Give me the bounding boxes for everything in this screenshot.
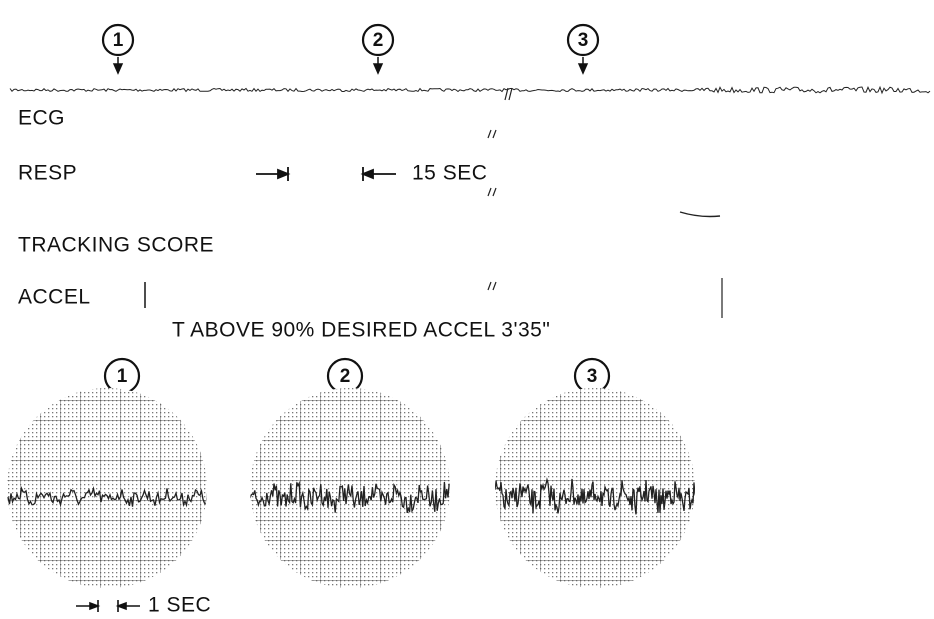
page: {"top_markers": ["1", "2", "3"], "channe… xyxy=(0,0,934,619)
resp-trace xyxy=(680,212,720,217)
scope-label: 1 xyxy=(117,366,128,387)
time-scale-label: 15 SEC xyxy=(412,162,487,185)
channel-label: RESP xyxy=(18,162,77,185)
break-marks xyxy=(488,88,512,290)
scope-label: 2 xyxy=(340,366,351,387)
channel-label: ACCEL xyxy=(18,286,91,309)
top-marker: 1 xyxy=(103,25,133,73)
channel-label: TRACKING SCORE xyxy=(18,234,214,257)
scope-scale-arrows xyxy=(76,600,140,612)
marker-label: 3 xyxy=(578,30,589,51)
figure: 1 2 3 ECG RESP TRACKING SCORE ACCEL 15 S… xyxy=(0,0,934,619)
scope-scale-label: 1 SEC xyxy=(148,594,211,617)
scope: 1 xyxy=(0,359,210,588)
caption: T ABOVE 90% DESIRED ACCEL 3'35" xyxy=(172,319,550,342)
scope: 2 xyxy=(250,359,450,588)
scope-label: 3 xyxy=(587,366,598,387)
trace xyxy=(10,87,930,93)
top-marker: 3 xyxy=(568,25,598,73)
time-scale-arrows xyxy=(256,167,396,181)
ecg-trace xyxy=(10,87,930,93)
marker-label: 1 xyxy=(113,30,124,51)
channel-label: ECG xyxy=(18,107,65,130)
top-marker: 2 xyxy=(363,25,393,73)
marker-label: 2 xyxy=(373,30,384,51)
scope: 3 xyxy=(495,359,695,588)
